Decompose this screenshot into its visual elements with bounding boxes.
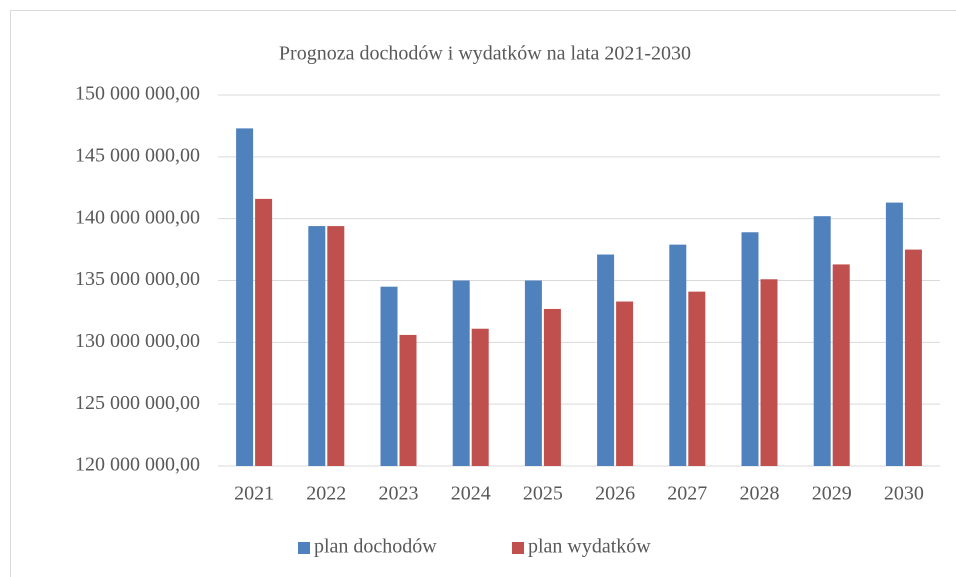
legend-label: plan wydatków — [528, 536, 651, 558]
bar — [597, 254, 615, 466]
x-tick-label: 2027 — [667, 483, 707, 505]
bar — [543, 308, 561, 466]
bar — [616, 301, 634, 466]
y-tick-label: 135 000 000,00 — [75, 268, 200, 290]
bar — [255, 198, 273, 466]
bar — [380, 286, 398, 466]
y-tick-label: 125 000 000,00 — [75, 392, 200, 414]
chart-title: Prognoza dochodów i wydatków na lata 202… — [279, 43, 691, 65]
x-tick-label: 2021 — [234, 483, 274, 505]
y-tick-label: 145 000 000,00 — [75, 144, 200, 166]
bar — [399, 334, 417, 466]
bar — [885, 202, 903, 466]
bar — [524, 280, 542, 466]
bar — [813, 216, 831, 466]
legend-swatch — [512, 542, 524, 554]
bar — [308, 226, 326, 466]
y-tick-label: 140 000 000,00 — [75, 206, 200, 228]
bar — [688, 291, 706, 466]
bar — [327, 226, 345, 466]
x-tick-label: 2028 — [740, 483, 780, 505]
bar — [452, 280, 470, 466]
legend-swatch — [298, 542, 310, 554]
x-tick-label: 2030 — [884, 483, 924, 505]
y-tick-label: 120 000 000,00 — [75, 454, 200, 476]
x-tick-label: 2025 — [523, 483, 563, 505]
y-tick-label: 130 000 000,00 — [75, 330, 200, 352]
chart-frame — [10, 10, 956, 577]
x-tick-label: 2026 — [595, 483, 635, 505]
x-tick-label: 2024 — [451, 483, 491, 505]
bar — [471, 328, 489, 466]
x-tick-label: 2029 — [812, 483, 852, 505]
y-tick-label: 150 000 000,00 — [75, 83, 200, 105]
bar — [741, 232, 759, 466]
bar — [236, 128, 254, 466]
x-tick-label: 2023 — [379, 483, 419, 505]
bar — [832, 264, 850, 466]
bar — [904, 249, 922, 466]
bar — [669, 244, 687, 466]
x-tick-label: 2022 — [306, 483, 346, 505]
legend-label: plan dochodów — [314, 536, 437, 558]
bar — [760, 279, 778, 466]
